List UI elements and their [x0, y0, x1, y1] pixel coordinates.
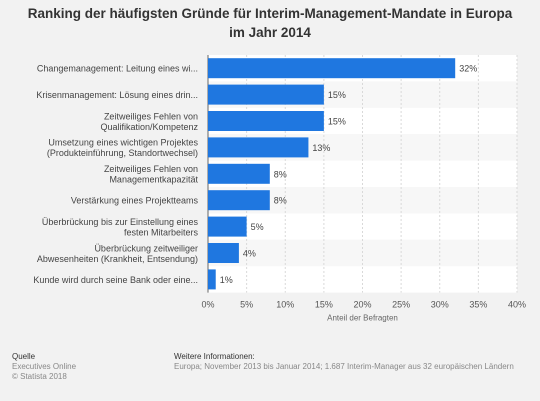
category-label: Krisenmanagement: Lösung eines drin...: [36, 90, 198, 100]
category-label: Zeitweiliges Fehlen von Qualifikation/Kom…: [100, 111, 198, 132]
bar: [208, 216, 247, 237]
x-tick-label: 35%: [469, 300, 487, 310]
x-tick-label: 5%: [240, 300, 253, 310]
bar: [208, 137, 309, 158]
category-label: Überbrückung zeitweiliger Abwesenheiten (…: [37, 243, 198, 264]
value-label: 15%: [328, 117, 346, 127]
x-tick-label: 25%: [392, 300, 410, 310]
bar: [208, 111, 324, 131]
value-label: 32%: [459, 64, 477, 74]
value-label: 8%: [274, 169, 287, 179]
category-label: Umsetzung eines wichtigen Projektes (Prod…: [47, 138, 199, 159]
bar: [208, 190, 270, 211]
category-label: Überbrückung bis zur Einstellung eines fe…: [42, 217, 199, 238]
x-tick-label: 10%: [276, 300, 294, 310]
value-label: 4%: [243, 249, 256, 259]
bar: [208, 163, 270, 184]
source-line: Executives Online: [12, 362, 77, 371]
source-label: Quelle: [12, 352, 36, 361]
value-label: 15%: [328, 90, 346, 100]
value-label: 1%: [220, 275, 233, 285]
category-label: Changemanagement: Leitung eines wi...: [37, 64, 198, 74]
chart-title: Ranking der häufigsten Gründe für Interi…: [27, 6, 513, 40]
category-label: Verstärkung eines Projektteams: [71, 196, 199, 206]
value-label: 8%: [274, 196, 287, 206]
source-block: Quelle Executives Online © Statista 2018: [12, 352, 76, 382]
x-tick-label: 30%: [431, 300, 449, 310]
info-text: Europa; November 2013 bis Januar 2014; 1…: [174, 362, 514, 371]
bar: [208, 243, 239, 263]
value-label: 13%: [312, 143, 330, 153]
x-tick-label: 40%: [508, 300, 526, 310]
category-label: Zeitweiliges Fehlen von Managementkapazit…: [104, 164, 199, 185]
x-tick-label: 15%: [315, 300, 333, 310]
info-block: Weitere Informationen: Europa; November …: [174, 352, 534, 372]
x-tick-label: 0%: [201, 300, 214, 310]
bar: [208, 84, 324, 105]
info-label: Weitere Informationen:: [174, 352, 255, 361]
x-tick-label: 20%: [353, 300, 371, 310]
bar: [208, 269, 216, 290]
bar: [208, 58, 456, 79]
copyright-line: © Statista 2018: [12, 372, 67, 381]
x-axis-label: Anteil der Befragten: [327, 314, 398, 323]
category-label: Kunde wird durch seine Bank oder eine...: [33, 275, 198, 285]
value-label: 5%: [251, 222, 264, 232]
bar-chart: 0% 5% 10% 15% 20% 25% 30% 35% 40% Anteil der Befr…: [33, 55, 526, 323]
